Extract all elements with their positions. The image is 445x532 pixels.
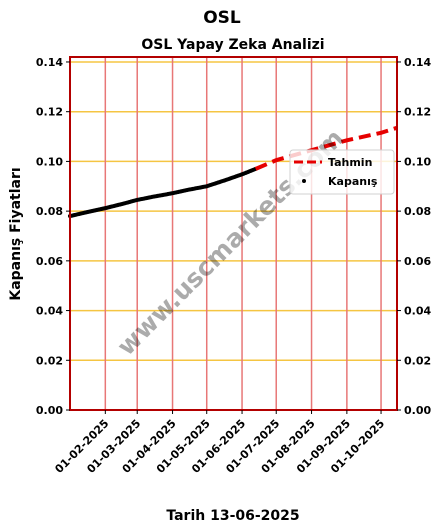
x-tick-label: 01-02-2025	[52, 417, 111, 476]
grid	[70, 57, 397, 411]
y-tick-label-left: 0.04	[36, 305, 63, 318]
plot-data	[68, 125, 398, 219]
legend-kapanis-swatch	[302, 179, 306, 183]
legend-tahmin-label: Tahmin	[328, 156, 372, 169]
y-tick-label-left: 0.12	[36, 106, 63, 119]
legend-kapanis-label: Kapanış	[328, 175, 378, 188]
x-axis-label: Tarih 13-06-2025	[166, 508, 299, 524]
y-tick-label-left: 0.00	[36, 404, 63, 417]
kapanis-series	[68, 166, 258, 219]
chart-subtitle: OSL Yapay Zeka Analizi	[141, 37, 324, 53]
legend: Tahmin Kapanış	[289, 149, 395, 195]
y-tick-label-right: 0.06	[404, 255, 431, 268]
y-tick-label-right: 0.12	[404, 106, 431, 119]
y-tick-label-right: 0.10	[404, 155, 431, 168]
y-tick-label-right: 0.00	[404, 404, 431, 417]
chart-title: OSL	[203, 8, 241, 28]
tahmin-series	[254, 125, 398, 171]
y-axis-label: Kapanış Fiyatları	[8, 167, 24, 300]
y-tick-label-right: 0.04	[404, 305, 431, 318]
y-tick-label-right: 0.14	[404, 56, 431, 69]
y-tick-label-left: 0.08	[36, 205, 63, 218]
y-tick-label-right: 0.02	[404, 354, 431, 367]
y-tick-label-left: 0.06	[36, 255, 63, 268]
y-tick-label-left: 0.14	[36, 56, 63, 69]
y-tick-label-right: 0.08	[404, 205, 431, 218]
y-tick-label-left: 0.02	[36, 354, 63, 367]
plot-frame	[69, 56, 398, 411]
axes: 0.00 0.00 0.02 0.02 0.04 0.04 0.06 0.06 0.08 0.08…	[36, 56, 432, 476]
y-tick-label-left: 0.10	[36, 155, 63, 168]
